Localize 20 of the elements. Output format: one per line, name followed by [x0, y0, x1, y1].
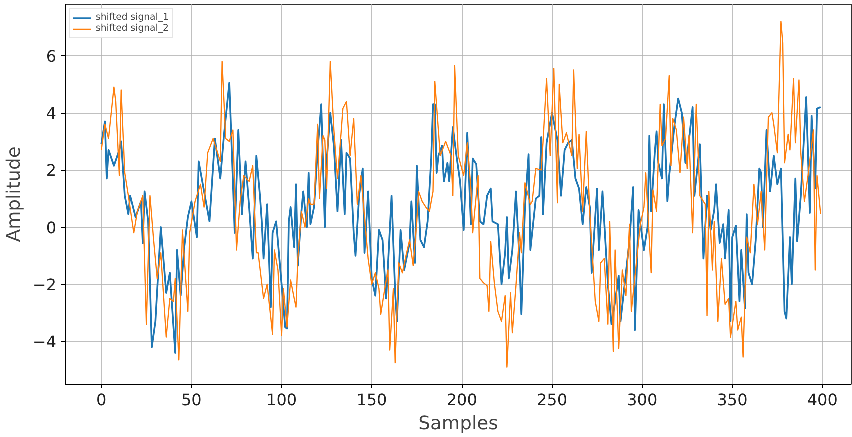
y-tick-label: −2: [32, 276, 57, 294]
x-axis-title: Samples: [418, 414, 498, 434]
x-tick-label: 350: [717, 390, 748, 410]
x-tick-label: 150: [356, 390, 388, 410]
x-tick-label: 100: [266, 390, 298, 410]
y-tick-label: 6: [46, 46, 57, 66]
x-tick-label: 200: [446, 390, 478, 410]
legend-label: shifted signal_1: [96, 12, 169, 23]
y-axis-title: Amplitude: [4, 146, 25, 242]
legend-label: shifted signal_2: [96, 23, 169, 34]
x-tick-label: 0: [96, 390, 107, 410]
y-tick-label: 4: [46, 104, 57, 124]
x-tick-label: 400: [807, 390, 838, 410]
y-tick-label: 0: [46, 218, 57, 238]
x-tick-label: 250: [536, 390, 568, 410]
x-tick-label: 50: [182, 390, 202, 410]
y-tick-label: 2: [46, 161, 57, 180]
x-tick-label: 300: [627, 390, 658, 410]
y-tick-label: −4: [32, 332, 57, 352]
line-series: [100, 82, 822, 354]
